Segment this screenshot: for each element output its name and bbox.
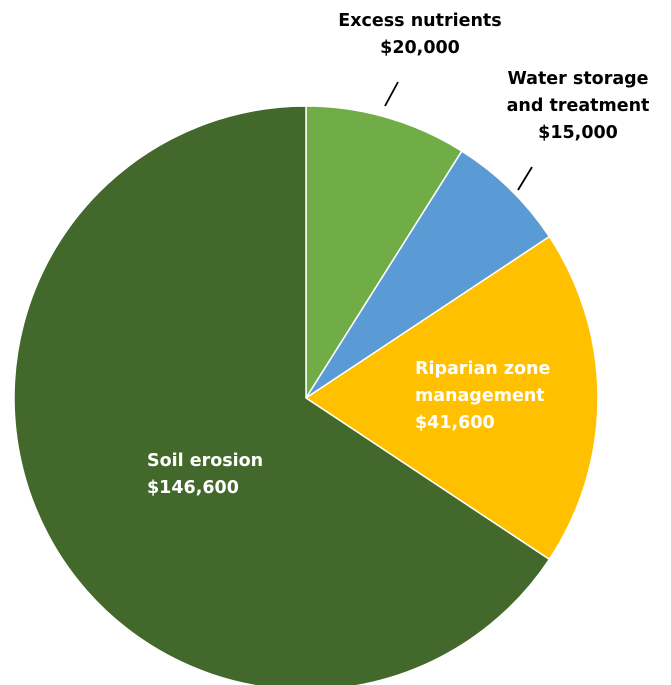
leader-line-excess-nutrients bbox=[384, 81, 399, 107]
data-label-riparian-zone: Riparian zone management $41,600 bbox=[415, 359, 550, 433]
data-label-water-storage: Water storage and treatment $15,000 bbox=[507, 69, 650, 143]
pie-slice-excess-nutrients bbox=[305, 105, 463, 399]
leader-line-water-storage bbox=[517, 166, 533, 191]
pie-slice-soil-erosion bbox=[13, 105, 551, 685]
data-label-soil-erosion: Soil erosion $146,600 bbox=[147, 451, 263, 498]
pie-slice-riparian-zone bbox=[305, 235, 599, 561]
pie-slice-water-storage bbox=[305, 150, 551, 399]
data-label-excess-nutrients: Excess nutrients $20,000 bbox=[338, 11, 501, 58]
